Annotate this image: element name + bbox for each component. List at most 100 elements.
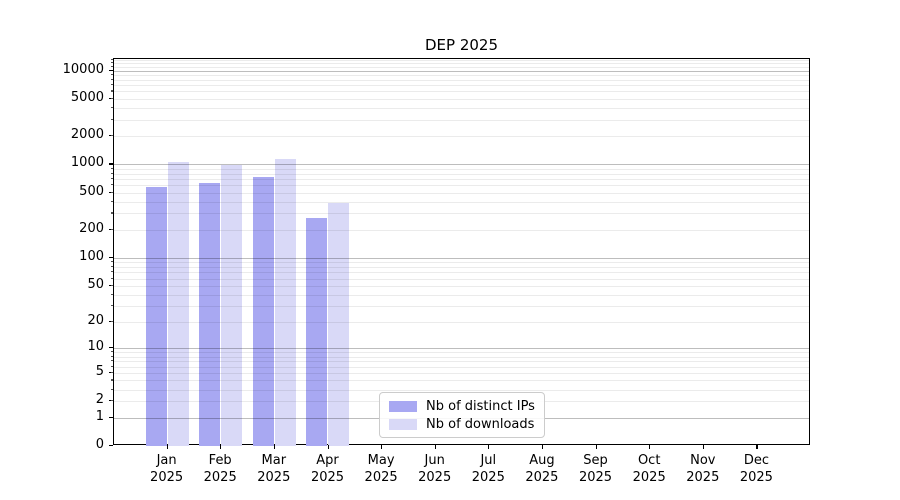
x-tick-mark	[649, 445, 651, 449]
y-tick-label: 20	[87, 312, 104, 328]
gridline-minor	[114, 98, 809, 100]
y-tick-label: 500	[79, 183, 104, 199]
x-tick-label-jan: Jan 2025	[150, 453, 184, 485]
gridline-minor	[114, 278, 809, 280]
gridline-minor	[114, 85, 809, 87]
gridline-minor	[114, 91, 809, 93]
y-minor-tick-mark	[110, 379, 113, 381]
y-tick-label: 2	[95, 392, 104, 408]
x-tick-label-jun: Jun 2025	[418, 453, 452, 485]
gridline-minor	[114, 262, 809, 264]
gridline-minor	[114, 373, 809, 374]
x-tick-mark	[702, 445, 704, 449]
y-minor-tick-mark	[110, 355, 113, 357]
y-minor-tick-mark	[110, 365, 113, 367]
y-minor-tick-mark	[110, 62, 113, 64]
gridline-minor	[114, 294, 809, 296]
x-tick-label-mar: Mar 2025	[257, 453, 291, 485]
x-tick-label-feb: Feb 2025	[203, 453, 237, 485]
x-tick-label-may: May 2025	[364, 453, 398, 485]
y-tick-mark	[109, 445, 113, 447]
y-minor-tick-mark	[110, 65, 113, 67]
legend-swatch-distinct-ips	[389, 401, 417, 413]
gridline-minor	[114, 352, 809, 354]
x-tick-label-dec: Dec 2025	[739, 453, 773, 485]
y-minor-tick-mark	[110, 277, 113, 279]
y-minor-tick-mark	[110, 200, 113, 202]
y-minor-tick-mark	[110, 135, 113, 137]
y-tick-label: 5	[95, 364, 104, 379]
legend-label: Nb of distinct IPs	[426, 399, 535, 415]
y-minor-tick-mark	[110, 372, 113, 374]
gridline-minor	[114, 213, 809, 215]
gridline-minor	[114, 389, 809, 391]
y-tick-label: 10	[87, 339, 104, 355]
y-minor-tick-mark	[110, 212, 113, 214]
y-minor-tick-mark	[110, 293, 113, 295]
y-tick-label: 1	[95, 408, 104, 424]
y-minor-tick-mark	[110, 90, 113, 92]
x-tick-mark	[166, 445, 168, 449]
y-minor-tick-mark	[110, 191, 113, 193]
gridline-minor	[114, 185, 809, 187]
x-tick-mark	[381, 445, 383, 449]
bar-downloads-feb	[221, 165, 243, 446]
y-tick-mark	[109, 163, 113, 165]
y-minor-tick-mark	[110, 305, 113, 307]
x-tick-mark	[541, 445, 544, 449]
gridline-minor	[114, 74, 809, 76]
y-minor-tick-mark	[110, 107, 113, 109]
legend: Nb of distinct IPs Nb of downloads	[379, 392, 545, 438]
x-tick-mark	[595, 445, 597, 449]
y-minor-tick-mark	[110, 172, 113, 174]
x-tick-label-apr: Apr 2025	[310, 453, 345, 485]
gridline-minor	[114, 380, 809, 382]
y-minor-tick-mark	[110, 360, 113, 362]
gridline-minor	[114, 366, 809, 368]
gridline-minor	[114, 168, 809, 170]
gridline-minor	[114, 178, 809, 180]
gridline-minor	[114, 201, 809, 203]
gridline-minor	[114, 63, 809, 65]
y-tick-mark	[109, 256, 113, 259]
gridline-minor	[114, 59, 809, 61]
gridline-major	[114, 164, 809, 166]
y-minor-tick-mark	[110, 388, 113, 390]
legend-row: Nb of distinct IPs	[389, 398, 535, 416]
legend-swatch-downloads	[389, 418, 417, 430]
gridline-major	[114, 257, 809, 259]
y-tick-label: 200	[79, 220, 104, 236]
gridline-minor	[114, 272, 809, 274]
bar-ips-feb	[199, 182, 221, 446]
y-tick-mark	[109, 69, 113, 71]
bar-ips-apr	[306, 218, 328, 446]
legend-row: Nb of downloads	[389, 416, 535, 434]
y-minor-tick-mark	[110, 78, 113, 80]
gridline-minor	[114, 79, 809, 81]
y-minor-tick-mark	[110, 228, 113, 231]
y-minor-tick-mark	[110, 73, 113, 76]
y-tick-label: 0	[95, 437, 104, 452]
x-tick-label-sep: Sep 2025	[578, 453, 613, 485]
y-tick-label: 100	[79, 248, 104, 264]
gridline-minor	[114, 173, 809, 175]
y-minor-tick-mark	[110, 118, 113, 120]
gridline-minor	[114, 266, 809, 268]
gridline-minor	[114, 321, 809, 323]
y-minor-tick-mark	[110, 271, 113, 273]
y-minor-tick-mark	[110, 177, 113, 180]
y-minor-tick-mark	[110, 265, 113, 268]
chart-title: DEP 2025	[424, 36, 498, 54]
gridline-minor	[114, 108, 809, 109]
y-tick-mark	[109, 416, 113, 418]
y-minor-tick-mark	[110, 351, 113, 353]
y-minor-tick-mark	[110, 400, 113, 402]
x-tick-mark	[434, 445, 436, 449]
bar-ips-jan	[145, 186, 167, 446]
bar-downloads-jan	[167, 162, 189, 446]
y-minor-tick-mark	[110, 167, 113, 169]
x-tick-mark	[756, 445, 758, 449]
gridline-minor	[114, 136, 809, 138]
gridline-minor	[114, 285, 809, 287]
